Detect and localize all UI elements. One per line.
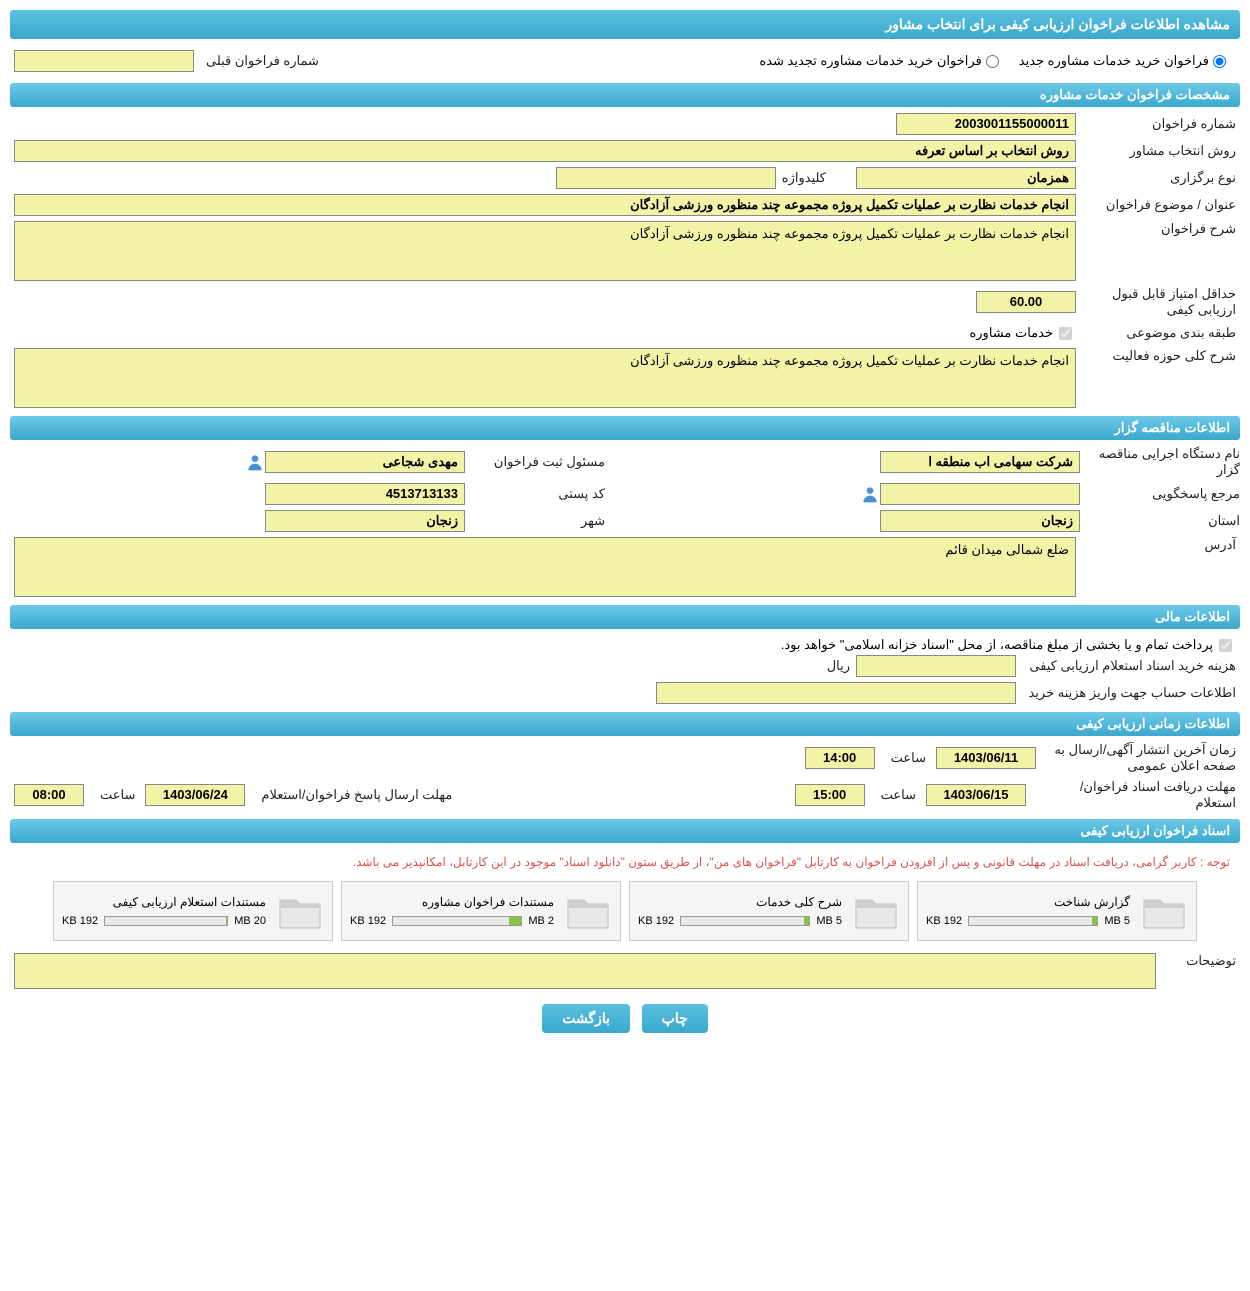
publish-date-field: 1403/06/11 [936,747,1036,769]
print-button[interactable]: چاپ [642,1004,708,1033]
treasury-note: پرداخت تمام و یا بخشی از مبلغ مناقصه، از… [781,637,1213,653]
postal-label: کد پستی [465,486,605,502]
section-org-header: اطلاعات مناقصه گزار [10,416,1240,440]
category-checkbox: خدمات مشاوره [965,323,1076,343]
doc-card[interactable]: شرح کلی خدمات 5 MB 192 KB [629,881,909,941]
progress-bar [104,916,228,926]
doc-title: شرح کلی خدمات [638,895,842,909]
type-field: همزمان [856,167,1076,189]
folder-icon [852,890,900,932]
method-label: روش انتخاب مشاور [1076,143,1236,159]
docs-desc-label: توضیحات [1156,953,1236,969]
progress-bar [680,916,810,926]
subject-label: عنوان / موضوع فراخوان [1076,197,1236,213]
doc-card[interactable]: مستندات استعلام ارزیابی کیفی 20 MB 192 KB [53,881,333,941]
doc-card[interactable]: مستندات فراخوان مشاوره 2 MB 192 KB [341,881,621,941]
activity-label: شرح کلی حوزه فعالیت [1076,348,1236,364]
doc-used: 192 KB [62,915,98,927]
doc-card[interactable]: گزارش شناخت 5 MB 192 KB [917,881,1197,941]
registrar-label: مسئول ثبت فراخوان [465,454,605,470]
reply-time-field: 08:00 [14,784,84,806]
keyword-field [556,167,776,189]
subject-field: انجام خدمات نظارت بر عملیات تکمیل پروژه … [14,194,1076,216]
section-docs-header: اسناد فراخوان ارزیابی کیفی [10,819,1240,843]
folder-icon [1140,890,1188,932]
desc-label: شرح فراخوان [1076,221,1236,237]
doc-used: 192 KB [350,915,386,927]
docs-desc-field [14,953,1156,989]
category-label: طبقه بندی موضوعی [1076,325,1236,341]
publish-time-field: 14:00 [805,747,875,769]
category-checkbox-label: خدمات مشاوره [969,325,1053,341]
type-label: نوع برگزاری [1076,170,1236,186]
account-label: اطلاعات حساب جهت واریز هزینه خرید [1016,685,1236,701]
method-field: روش انتخاب بر اساس تعرفه [14,140,1076,162]
publish-time-label: ساعت [885,750,926,766]
org-label: نام دستگاه اجرایی مناقصه گزار [1080,446,1240,478]
doc-max: 2 MB [528,915,554,927]
doc-max: 5 MB [1104,915,1130,927]
receive-time-field: 15:00 [795,784,865,806]
publish-label: زمان آخرین انتشار آگهی/ارسال به صفحه اعل… [1036,742,1236,774]
section-time-header: اطلاعات زمانی ارزیابی کیفی [10,712,1240,736]
fee-label: هزینه خرید اسناد استعلام ارزیابی کیفی [1016,658,1236,674]
reply-date-field: 1403/06/24 [145,784,245,806]
section-specs-header: مشخصات فراخوان خدمات مشاوره [10,83,1240,107]
doc-used: 192 KB [926,915,962,927]
receive-label: مهلت دریافت اسناد فراخوان/استعلام [1036,779,1236,811]
treasury-checkbox [1219,639,1232,652]
folder-icon [276,890,324,932]
docs-notice: توجه : کاربر گرامی، دریافت اسناد در مهلت… [10,849,1240,875]
province-label: استان [1080,513,1240,529]
reply-time-label: ساعت [94,787,135,803]
doc-grid: گزارش شناخت 5 MB 192 KB شرح کلی خدمات 5 MB 19… [10,875,1240,947]
radio-new[interactable]: فراخوان خرید خدمات مشاوره جدید [1019,53,1226,69]
number-field: 2003001155000011 [896,113,1076,135]
radio-new-input[interactable] [1213,55,1226,68]
min-score-label: حداقل امتیاز قابل قبول ارزیابی کیفی [1076,286,1236,318]
contact-field [880,483,1080,505]
postal-field: 4513713133 [265,483,465,505]
radio-renewed[interactable]: فراخوان خرید خدمات مشاوره تجدید شده [759,53,998,69]
number-label: شماره فراخوان [1076,116,1236,132]
doc-title: گزارش شناخت [926,895,1130,909]
city-field: زنجان [265,510,465,532]
back-button[interactable]: بازگشت [542,1004,630,1033]
page-title: مشاهده اطلاعات فراخوان ارزیابی کیفی برای… [10,10,1240,39]
radio-new-label: فراخوان خرید خدمات مشاوره جدید [1019,53,1209,69]
person-icon-2 [860,484,880,504]
section-financial-header: اطلاعات مالی [10,605,1240,629]
prev-number-label: شماره فراخوان قبلی [200,53,319,69]
activity-field: انجام خدمات نظارت بر عملیات تکمیل پروژه … [14,348,1076,408]
person-icon [245,452,265,472]
progress-bar [392,916,522,926]
radio-renewed-input[interactable] [986,55,999,68]
keyword-label: کلیدواژه [776,170,826,186]
radio-renewed-label: فراخوان خرید خدمات مشاوره تجدید شده [759,53,981,69]
doc-title: مستندات فراخوان مشاوره [350,895,554,909]
registrar-field: مهدی شجاعی [265,451,465,473]
min-score-field: 60.00 [976,291,1076,313]
city-label: شهر [465,513,605,529]
address-label: آدرس [1076,537,1236,553]
category-checkbox-input [1059,327,1072,340]
contact-label: مرجع پاسخگویی [1080,486,1240,502]
desc-field: انجام خدمات نظارت بر عملیات تکمیل پروژه … [14,221,1076,281]
receive-time-label: ساعت [875,787,916,803]
doc-used: 192 KB [638,915,674,927]
prev-number-field [14,50,194,72]
province-field: زنجان [880,510,1080,532]
rial-label: ریال [821,658,850,674]
doc-title: مستندات استعلام ارزیابی کیفی [62,895,266,909]
folder-icon [564,890,612,932]
account-field [656,682,1016,704]
doc-max: 5 MB [816,915,842,927]
org-field: شرکت سهامی اب منطقه ا [880,451,1080,473]
fee-field [856,655,1016,677]
receive-date-field: 1403/06/15 [926,784,1026,806]
doc-max: 20 MB [234,915,266,927]
progress-bar [968,916,1098,926]
address-field: ضلع شمالی میدان قائم [14,537,1076,597]
reply-label: مهلت ارسال پاسخ فراخوان/استعلام [255,787,452,803]
